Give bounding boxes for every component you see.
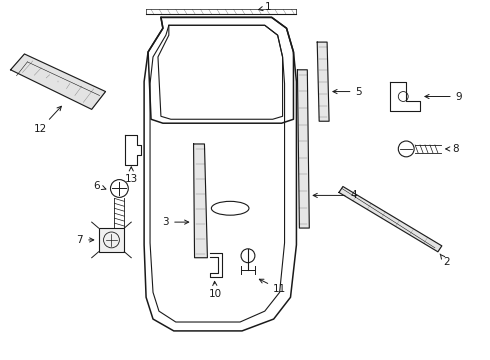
Text: 7: 7 [76, 235, 94, 245]
Text: 6: 6 [93, 180, 106, 190]
Text: 1: 1 [259, 3, 271, 13]
Polygon shape [297, 70, 309, 228]
FancyBboxPatch shape [98, 228, 124, 252]
Polygon shape [339, 186, 442, 252]
Circle shape [110, 180, 128, 197]
Text: 11: 11 [259, 279, 286, 294]
Text: 3: 3 [163, 217, 189, 227]
Text: 13: 13 [124, 167, 138, 184]
Text: 8: 8 [446, 144, 459, 154]
Text: 12: 12 [34, 106, 61, 134]
Text: 9: 9 [425, 91, 462, 102]
Text: 4: 4 [313, 190, 357, 201]
Polygon shape [317, 42, 329, 121]
Circle shape [398, 141, 414, 157]
Text: 10: 10 [209, 282, 222, 299]
Polygon shape [11, 54, 105, 109]
Text: 2: 2 [440, 254, 449, 267]
Text: 5: 5 [333, 86, 362, 96]
Polygon shape [194, 144, 207, 258]
